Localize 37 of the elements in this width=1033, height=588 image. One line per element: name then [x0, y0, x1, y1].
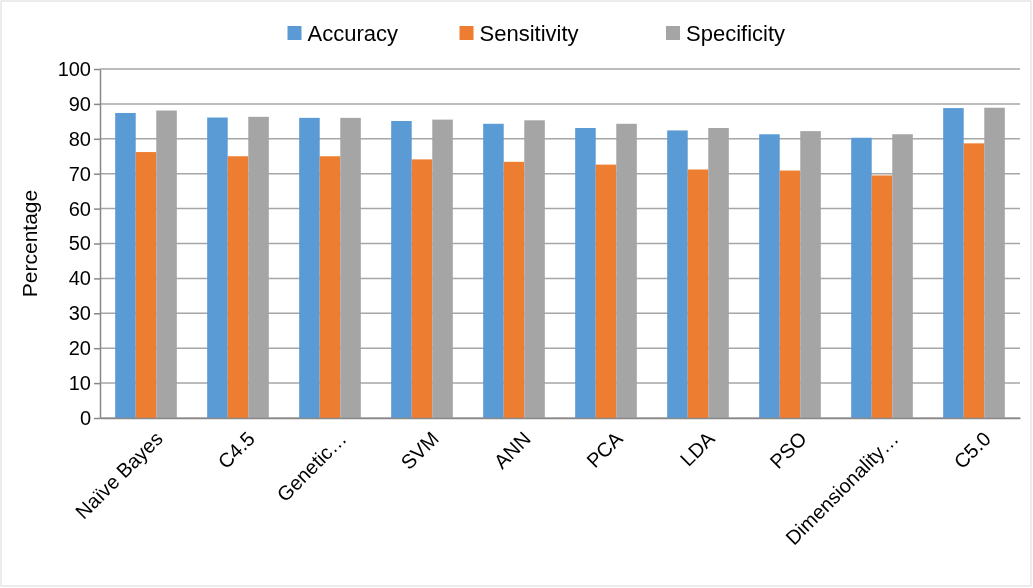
- y-tick-label: 60: [68, 197, 91, 220]
- legend-label: Specificity: [686, 20, 786, 46]
- bar: [759, 134, 780, 418]
- bar: [943, 108, 964, 418]
- y-tick-label: 80: [68, 127, 91, 150]
- bar: [779, 170, 801, 418]
- y-tick-label: 10: [68, 372, 91, 394]
- y-tick-label: 90: [68, 92, 91, 115]
- bar: [319, 156, 341, 418]
- y-tick-label: 70: [68, 162, 91, 185]
- y-tick-label: 50: [68, 232, 91, 255]
- y-axis-title: Percentage: [18, 189, 41, 298]
- legend-label: Sensitivity: [479, 20, 579, 46]
- y-tick-label: 20: [68, 337, 91, 360]
- bar: [667, 130, 688, 418]
- bar: [135, 152, 157, 418]
- legend-label: Accuracy: [307, 20, 398, 46]
- bar: [115, 112, 136, 418]
- bar: [411, 159, 433, 418]
- bar: [595, 164, 617, 418]
- bar: [483, 123, 504, 418]
- y-tick-label: 100: [57, 57, 91, 80]
- bar: [299, 117, 320, 418]
- bar: [391, 121, 412, 418]
- x-tick-label: LDA: [675, 426, 720, 471]
- bar: [503, 161, 525, 418]
- bar: [575, 127, 596, 418]
- y-tick-label: 40: [68, 267, 91, 290]
- y-tick-label: 0: [79, 406, 91, 429]
- y-tick-label: 30: [68, 302, 91, 325]
- bar: [227, 156, 249, 418]
- x-tick-label: PCA: [582, 426, 628, 472]
- bar: [851, 137, 872, 418]
- bar: [871, 175, 893, 418]
- bar: [963, 143, 985, 418]
- bar: [207, 117, 228, 418]
- bar: [687, 169, 709, 418]
